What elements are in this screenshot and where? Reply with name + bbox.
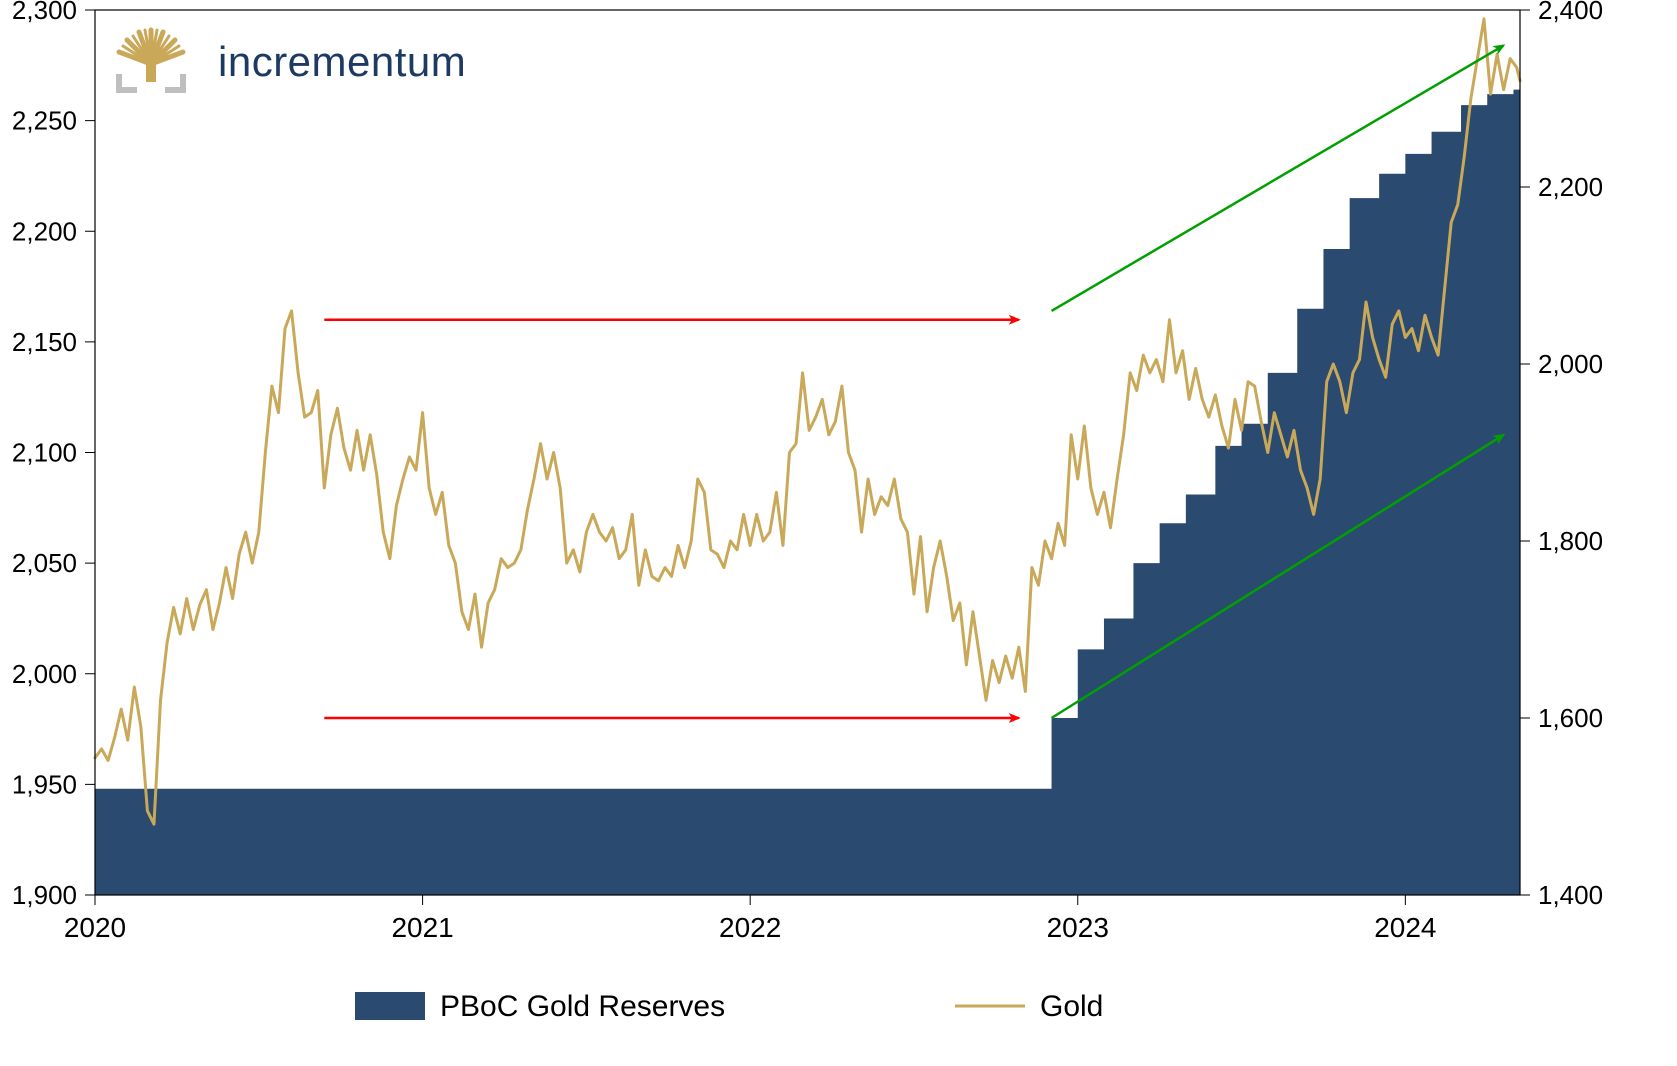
legend-swatch-area — [355, 992, 425, 1020]
y-right-tick-label: 2,400 — [1538, 0, 1603, 25]
chart-container: 2020 2021 2022 2023 2024 1,900 1,950 2,000 2,050… — [0, 0, 1677, 1066]
y-left-tick-label: 2,250 — [12, 106, 77, 136]
x-tick-label: 2024 — [1374, 912, 1436, 943]
y-left-tick-label: 2,050 — [12, 548, 77, 578]
x-tick-label: 2023 — [1047, 912, 1109, 943]
brand-text: incrementum — [218, 38, 466, 85]
y-right-tick-label: 1,800 — [1538, 526, 1603, 556]
x-tick-label: 2020 — [64, 912, 126, 943]
y-left-tick-label: 1,900 — [12, 880, 77, 910]
y-left-tick-label: 2,300 — [12, 0, 77, 25]
y-right-tick-label: 1,600 — [1538, 703, 1603, 733]
legend-label: Gold — [1040, 990, 1103, 1023]
legend-label: PBoC Gold Reserves — [440, 990, 725, 1023]
y-right-tick-label: 2,000 — [1538, 349, 1603, 379]
y-left-tick-label: 1,950 — [12, 769, 77, 799]
y-left-tick-label: 2,000 — [12, 659, 77, 689]
x-tick-label: 2021 — [391, 912, 453, 943]
y-left-tick-label: 2,200 — [12, 216, 77, 246]
y-left-tick-label: 2,100 — [12, 438, 77, 468]
y-right-tick-label: 2,200 — [1538, 172, 1603, 202]
x-tick-label: 2022 — [719, 912, 781, 943]
chart-svg: 2020 2021 2022 2023 2024 1,900 1,950 2,000 2,050… — [0, 0, 1677, 1066]
y-right-tick-label: 1,400 — [1538, 880, 1603, 910]
y-left-tick-label: 2,150 — [12, 327, 77, 357]
